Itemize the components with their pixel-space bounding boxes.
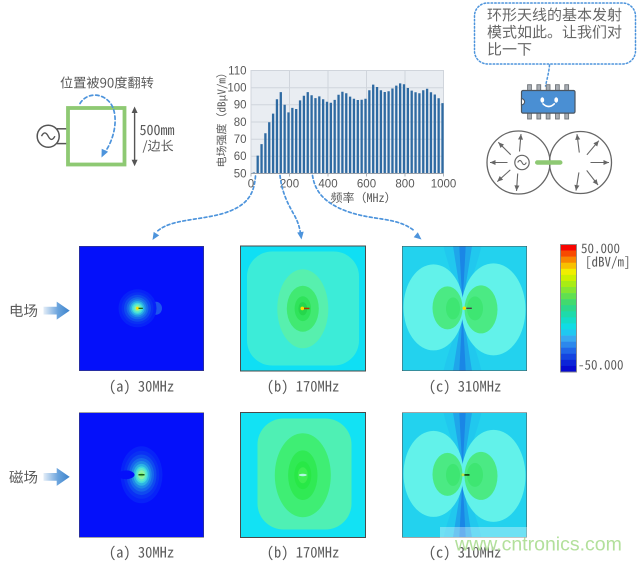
svg-text:70: 70 — [234, 134, 247, 146]
svg-text:0: 0 — [248, 179, 254, 191]
svg-text:1000: 1000 — [431, 179, 457, 191]
svg-text:60: 60 — [234, 151, 247, 163]
svg-text:100: 100 — [227, 83, 246, 95]
svg-text:www.cntronics.com: www.cntronics.com — [454, 534, 622, 556]
svg-text:80: 80 — [234, 117, 247, 129]
svg-text:200: 200 — [280, 179, 299, 191]
svg-text:90: 90 — [234, 100, 247, 112]
svg-text:400: 400 — [318, 179, 337, 191]
svg-text:800: 800 — [395, 179, 414, 191]
svg-text:110: 110 — [228, 65, 246, 77]
svg-text:600: 600 — [357, 179, 376, 191]
svg-text:50: 50 — [234, 168, 247, 180]
